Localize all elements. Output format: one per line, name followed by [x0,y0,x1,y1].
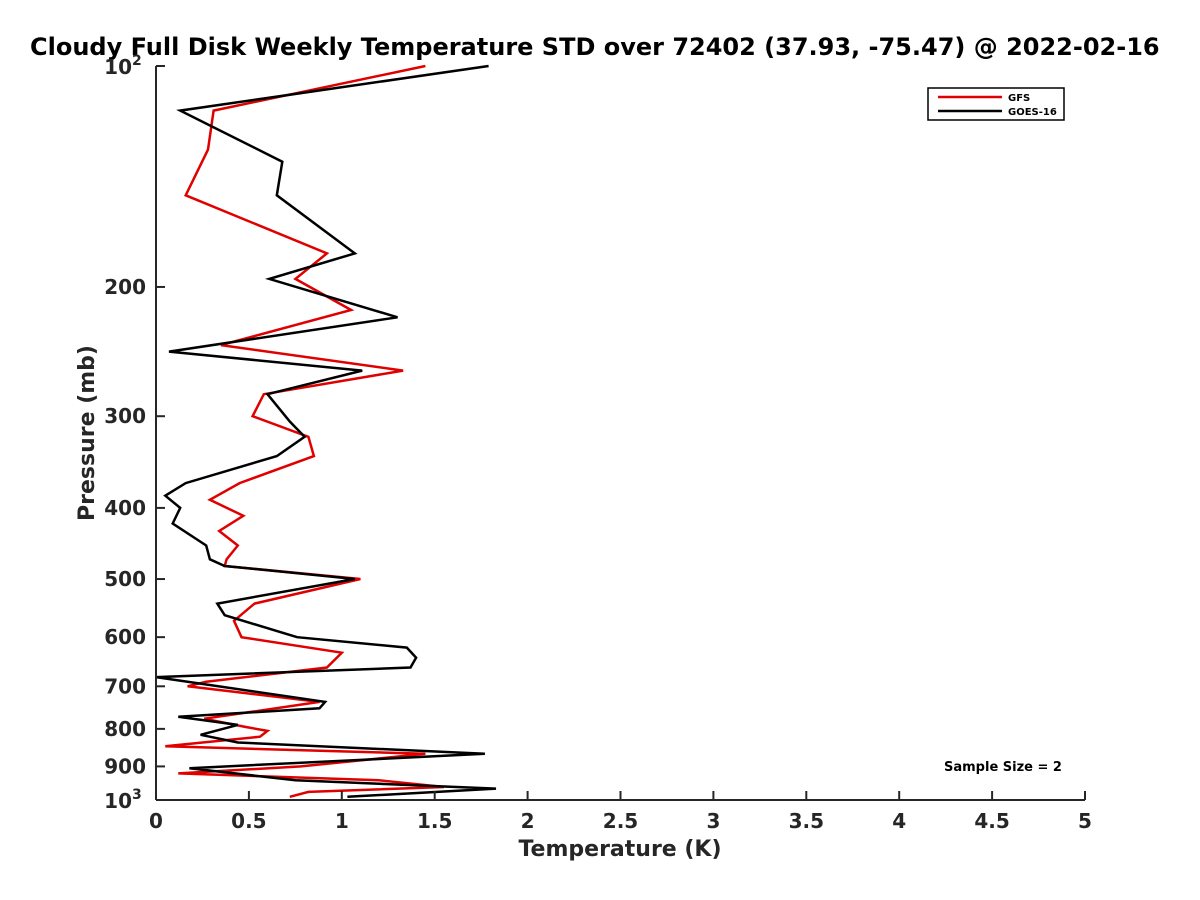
y-axis-label: Pressure (mb) [75,345,100,521]
legend: GFS GOES-16 [927,87,1065,121]
x-tick-label: 2.5 [603,809,638,833]
y-tick-exponent: 3 [132,787,142,803]
x-tick-label: 5 [1078,809,1092,833]
y-tick-label: 200 [104,275,146,299]
y-tick-label: 10 [104,789,132,813]
x-tick-label: 3.5 [789,809,824,833]
y-tick-label: 400 [104,496,146,520]
x-tick-label: 4.5 [974,809,1009,833]
y-tick-label: 500 [104,567,146,591]
x-axis: 0 0.5 1 1.5 2 2.5 3 3.5 4 4.5 5 [149,791,1092,833]
y-tick-label: 800 [104,717,146,741]
x-tick-label: 0.5 [231,809,266,833]
plot-area [156,66,1085,800]
x-tick-label: 3 [706,809,720,833]
y-tick-exponent: 2 [132,53,142,69]
y-tick-label: 600 [104,625,146,649]
legend-label-gfs: GFS [1008,93,1030,104]
series-line-goes16 [155,64,497,799]
y-tick-label: 700 [104,674,146,698]
x-tick-label: 0 [149,809,163,833]
chart-title: Cloudy Full Disk Weekly Temperature STD … [30,33,1160,61]
sample-size-annotation: Sample Size = 2 [944,760,1062,775]
y-tick-label: 900 [104,754,146,778]
x-tick-label: 1 [335,809,349,833]
x-tick-label: 1.5 [417,809,452,833]
y-tick-label: 300 [104,404,146,428]
legend-label-goes16: GOES-16 [1008,107,1057,118]
series-layer [155,64,497,799]
x-tick-label: 4 [892,809,906,833]
y-tick-label: 10 [104,55,132,79]
series-line-gfs [165,64,445,799]
x-axis-label: Temperature (K) [518,837,721,862]
x-tick-label: 2 [521,809,535,833]
legend-box [927,87,1065,121]
